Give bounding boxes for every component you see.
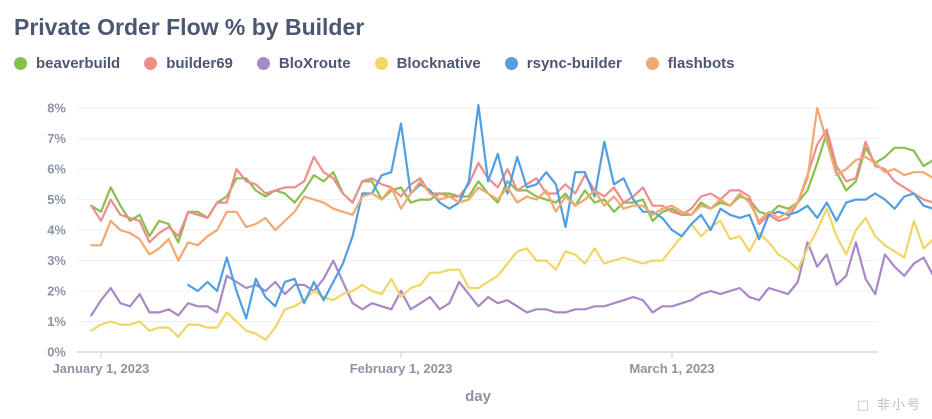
legend-dot-blocknative [374,57,388,70]
series-line-builder69[interactable] [90,128,932,244]
y-tick-label: 4% [47,223,66,238]
legend-item-flashbots[interactable]: flashbots [645,55,735,72]
series-line-beaverbuild[interactable] [90,131,932,244]
x-tick-label: February 1, 2023 [350,361,453,376]
legend-label-builder69: builder69 [166,55,233,72]
legend-dot-builder69 [144,57,158,70]
series-lines [90,104,932,341]
y-tick-label: 2% [47,284,66,299]
y-tick-label: 8% [47,101,66,116]
x-axis-title: day [465,388,492,405]
legend-label-flashbots: flashbots [667,55,735,72]
watermark: □ 非小号 [856,398,922,413]
y-tick-label: 3% [47,253,66,268]
chart-title: Private Order Flow % by Builder [14,14,365,40]
legend-dot-beaverbuild [14,57,27,70]
y-tick-label: 6% [47,162,66,177]
legend-item-blocknative[interactable]: Blocknative [374,55,481,72]
legend-item-rsync-builder[interactable]: rsync-builder [504,55,622,72]
legend-dot-rsync-builder [504,57,518,70]
legend-item-builder69[interactable]: builder69 [144,55,233,72]
series-line-blocknative[interactable] [90,207,932,341]
legend: beaverbuild builder69 BloXroute Blocknative… [14,55,734,72]
series-line-bloxroute[interactable] [90,241,932,317]
y-tick-label: 0% [47,345,66,360]
legend-label-rsync-builder: rsync-builder [526,55,622,72]
x-tick-label: January 1, 2023 [53,361,150,376]
legend-item-beaverbuild[interactable]: beaverbuild [14,55,120,72]
legend-label-blocknative: Blocknative [396,55,481,72]
legend-dot-bloxroute [256,57,270,70]
grid-lines [77,107,878,353]
legend-dot-flashbots [645,57,659,70]
y-tick-label: 7% [47,131,66,146]
legend-label-bloxroute: BloXroute [278,55,351,72]
series-line-rsync-builder[interactable] [187,104,932,320]
x-axis: January 1, 2023 February 1, 2023 March 1, … [53,352,715,376]
y-tick-label: 1% [47,314,66,329]
series-line-flashbots[interactable] [90,107,932,262]
y-tick-label: 5% [47,192,66,207]
legend-item-bloxroute[interactable]: BloXroute [256,55,351,72]
legend-label-beaverbuild: beaverbuild [36,55,121,72]
x-tick-label: March 1, 2023 [629,361,714,376]
y-axis-ticks: 0% 1% 2% 3% 4% 5% 6% 7% 8% [47,101,66,360]
